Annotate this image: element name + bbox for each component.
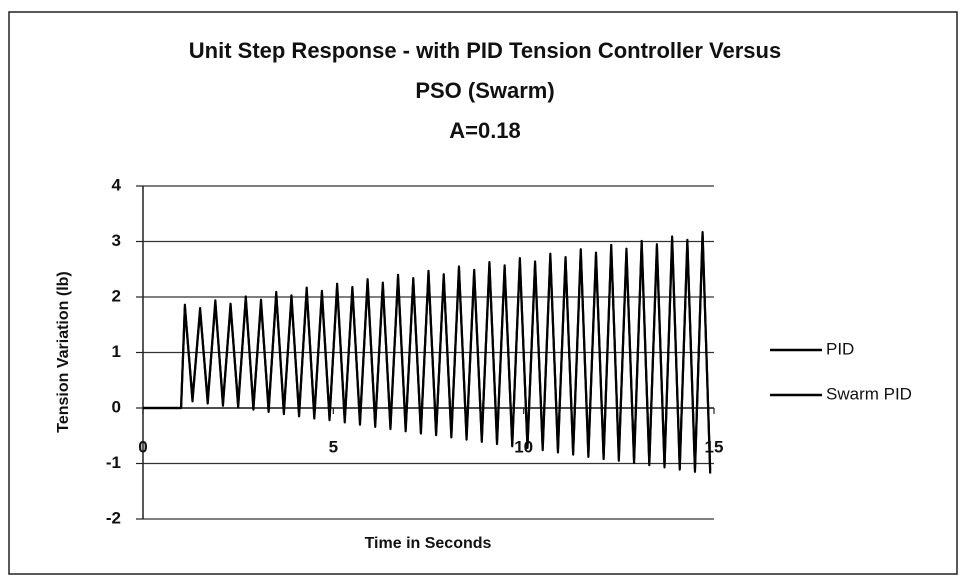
chart-title: PSO (Swarm)	[415, 78, 554, 103]
y-tick-label: 1	[112, 342, 121, 361]
x-tick-label: 0	[138, 437, 147, 456]
chart-title: Unit Step Response - with PID Tension Co…	[189, 38, 781, 63]
legend-label: PID	[826, 339, 854, 358]
x-tick-label: 5	[329, 437, 338, 456]
y-tick-label: 2	[112, 286, 121, 305]
y-tick-label: -1	[106, 453, 121, 472]
y-tick-label: 3	[112, 231, 121, 250]
chart-title: A=0.18	[449, 118, 521, 143]
y-tick-label: 0	[112, 397, 121, 416]
chart-frame	[8, 11, 958, 575]
series-line	[143, 234, 712, 471]
y-tick-label: -2	[106, 508, 121, 527]
y-axis-title: Tension Variation (lb)	[55, 271, 72, 433]
x-axis-title: Time in Seconds	[365, 535, 492, 552]
x-tick-label: 15	[705, 437, 724, 456]
legend-label: Swarm PID	[826, 384, 912, 403]
y-tick-label: 4	[112, 175, 122, 194]
x-tick-label: 10	[514, 437, 533, 456]
